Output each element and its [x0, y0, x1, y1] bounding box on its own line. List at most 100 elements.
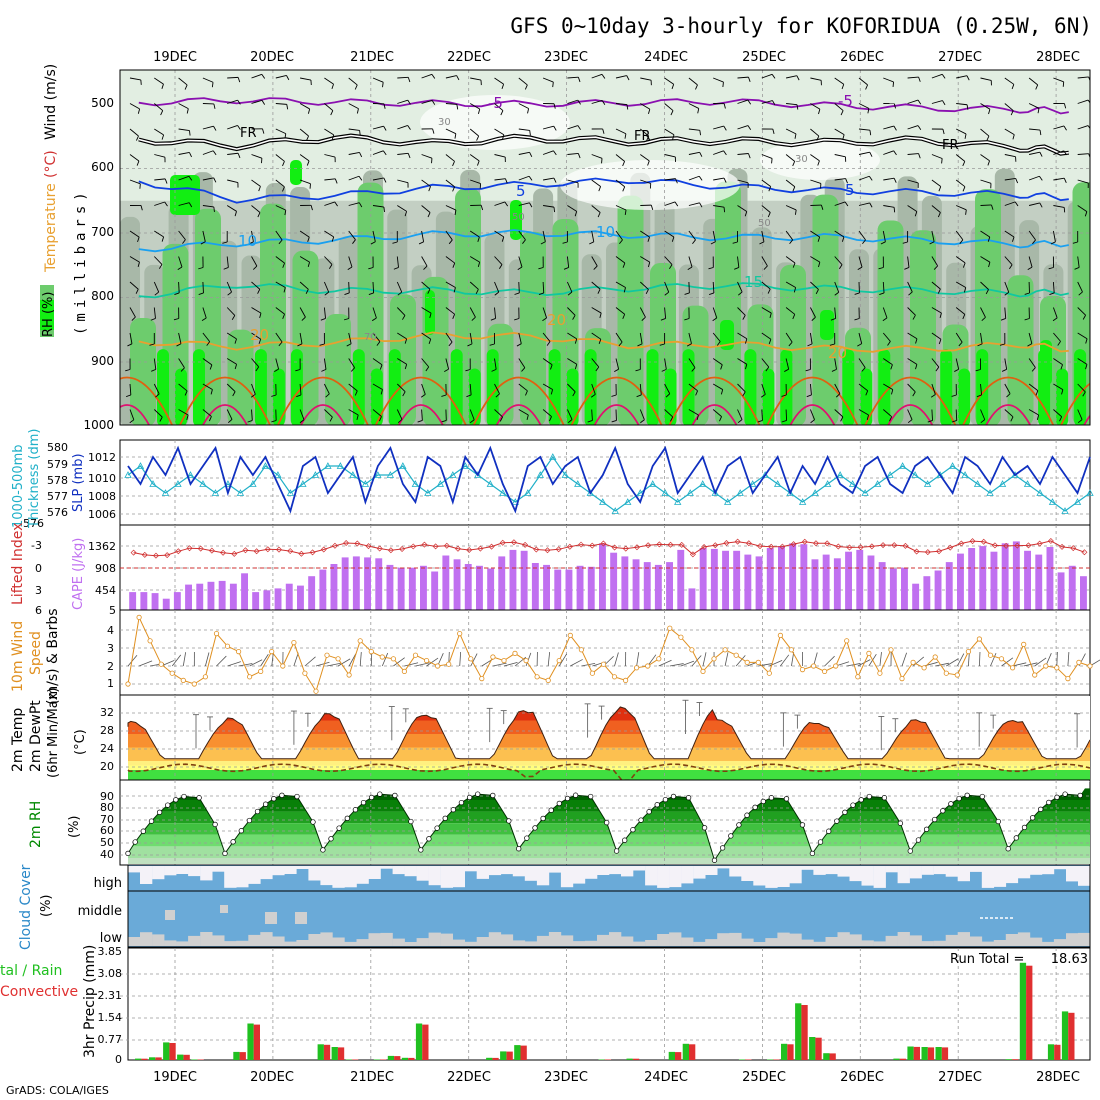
temp2m-gridlines — [120, 695, 1090, 780]
wind-barb — [567, 205, 577, 212]
wind-barb-flag — [599, 312, 602, 319]
lifted-index-marker — [891, 542, 898, 549]
rh2m-marker — [392, 792, 398, 799]
chart-title: GFS 0~10day 3-hourly for KOFORIDUA (0.25… — [510, 14, 1092, 38]
cloud-cell-high — [1017, 866, 1031, 879]
slp-line — [127, 445, 1091, 514]
rh-blob — [584, 349, 597, 425]
lifted-index-marker — [857, 544, 864, 551]
rh2m-marker — [540, 815, 546, 822]
wind-barb — [737, 99, 749, 104]
wind-barb-flag — [1015, 178, 1019, 184]
wind10-marker — [1076, 659, 1082, 666]
wind-barb — [858, 128, 870, 131]
wind-barb-flag — [1004, 291, 1010, 296]
precip-tick-label: 3.08 — [98, 967, 123, 980]
wind10-barb — [824, 655, 835, 667]
cloud-cell-low — [284, 941, 297, 946]
rh-blob — [682, 349, 695, 425]
wind-barb — [810, 307, 816, 318]
rh-dry-patch — [560, 160, 740, 210]
isotherm-fr-inner — [138, 134, 1069, 155]
precip-bar-convective — [1026, 965, 1033, 1060]
wind-barb-flag — [810, 419, 815, 424]
cloud-cell-low — [597, 934, 610, 946]
thickness-marker — [998, 480, 1007, 487]
wind-barb-flag — [1077, 419, 1083, 424]
isotherm-lines — [120, 97, 1090, 425]
wind-barb-flag — [1035, 84, 1039, 90]
wind-barb — [518, 332, 522, 344]
slp-axis: 1012 1010 1008 1006 — [88, 451, 116, 521]
thickness-marker — [224, 480, 232, 487]
wind10-barb — [702, 652, 707, 667]
wind-barb — [664, 383, 671, 394]
wind-barb — [737, 383, 746, 393]
precip-bar-convective — [141, 1058, 148, 1060]
wind-barb-flag — [1063, 178, 1067, 183]
wind-barb-flag — [962, 186, 966, 192]
rh2m-marker — [932, 816, 938, 823]
rh-blob — [762, 368, 775, 425]
precip-bar-convective — [408, 1057, 415, 1060]
thickness-marker — [486, 480, 494, 487]
wind10-marker — [158, 661, 164, 667]
wind-barb-flag — [234, 338, 237, 344]
minmax-bars — [193, 699, 1081, 751]
cloud-cell-high — [693, 866, 706, 879]
wind-barb-flag — [670, 110, 674, 116]
lifted-index-marker — [723, 540, 730, 547]
wind-barb-flag — [407, 153, 411, 159]
thickness-tick-label: 580 — [47, 441, 68, 454]
precip-gridlines — [120, 948, 1090, 1060]
thickness-marker — [761, 471, 769, 478]
cloud-cell-high — [813, 866, 826, 875]
rh2m-marker — [940, 808, 946, 814]
wind-barb — [226, 358, 237, 365]
wind10-barb — [216, 655, 227, 667]
cloud-cell-high — [765, 866, 778, 888]
wind-barb — [275, 179, 285, 188]
wind-barb-flag — [501, 236, 505, 242]
precip-bar-total — [738, 1059, 746, 1060]
rh2m-marker — [858, 797, 864, 803]
cloud-cell-high — [176, 866, 189, 874]
wind-barb-flag — [466, 394, 472, 398]
precip-bar-convective — [422, 1024, 429, 1060]
wind-barb — [883, 125, 895, 130]
bottom-date-label: 19DEC — [153, 1070, 197, 1085]
wind-barb — [129, 77, 141, 81]
wind-barb — [1028, 383, 1039, 392]
wind-barb-flag — [325, 393, 330, 398]
wind-barb-flag — [1039, 151, 1043, 157]
wind-barb-flag — [262, 128, 265, 134]
pressure-tick-label: 900 — [91, 354, 114, 368]
wind-barb-flag — [250, 393, 256, 398]
isotherm-25 — [766, 376, 859, 425]
precip-bar-convective — [675, 1052, 682, 1060]
wind-barb-flag — [598, 339, 602, 345]
wind-barb-flag — [538, 267, 544, 270]
rh2m-marker — [434, 825, 440, 831]
wind-barb — [907, 409, 913, 420]
wind-barb — [931, 256, 938, 267]
wind-barb — [202, 150, 214, 155]
wind-barb-flag — [448, 239, 453, 245]
wind-barb-flag — [160, 110, 164, 116]
wind-barb — [1077, 153, 1089, 155]
cape-bar — [520, 550, 528, 610]
rh2m-marker — [196, 795, 202, 801]
rh-legend-swatch — [40, 300, 54, 330]
wind-barb-flag — [918, 153, 921, 159]
rh2m-marker — [140, 828, 146, 834]
wind-barb-flag — [869, 202, 873, 208]
lifted-index-marker — [1059, 543, 1066, 550]
wind-barb-flag — [319, 343, 325, 346]
lifted-index-marker — [913, 548, 920, 555]
wind-barb — [664, 128, 675, 136]
bottom-date-axis: 19DEC 20DEC 21DEC 22DEC 23DEC 24DEC 25DE… — [153, 1070, 1080, 1085]
isotherm-25 — [472, 376, 565, 425]
lifted-index-marker — [331, 542, 338, 549]
rh-blob — [646, 349, 659, 425]
wind-barb — [931, 307, 942, 314]
